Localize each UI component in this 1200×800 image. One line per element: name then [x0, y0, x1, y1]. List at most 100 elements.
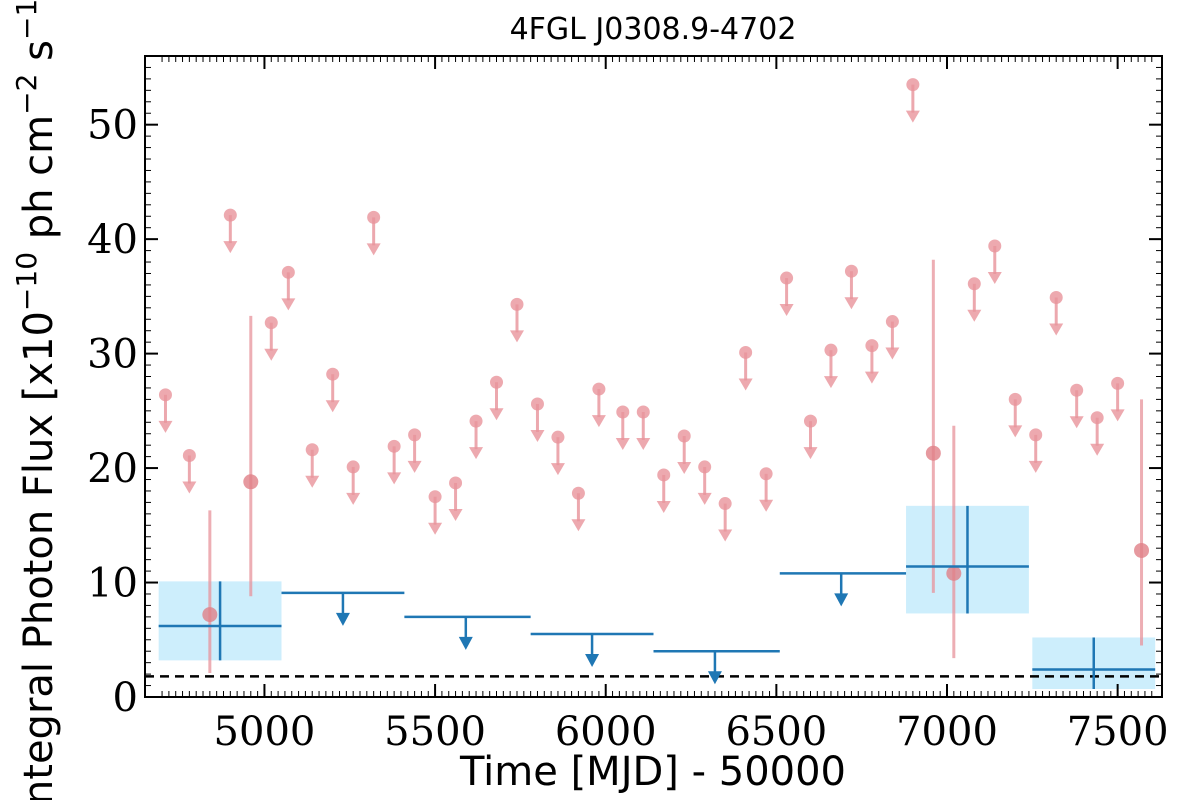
fine-upper-limit-point: [1090, 411, 1104, 425]
fine-upper-limit-point: [885, 315, 899, 329]
fine-upper-limit-arrow: [1028, 460, 1043, 473]
y-axis-label-exponent: −2: [10, 74, 43, 115]
fine-upper-limit-point: [780, 271, 794, 285]
fine-upper-limit-point: [988, 239, 1002, 253]
fine-upper-limit-point: [264, 316, 278, 330]
y-tick-label: 0: [113, 675, 138, 721]
fine-upper-limit-arrow: [718, 529, 733, 542]
y-tick-label: 20: [87, 446, 138, 492]
fine-detection-point: [202, 607, 218, 623]
fine-upper-limit-arrow: [509, 330, 524, 343]
y-axis-label-part: ph cm: [16, 115, 62, 252]
coarse-upper-limit-arrow: [707, 671, 722, 685]
fine-upper-limit-arrow: [823, 376, 838, 389]
fine-upper-limit-arrow: [182, 481, 197, 494]
fine-upper-limit-arrow: [885, 347, 900, 360]
fine-upper-limit-point: [616, 405, 630, 419]
chart-title: 4FGL J0308.9-4702: [510, 12, 797, 47]
fine-upper-limit-point: [571, 486, 585, 500]
y-tick-label: 40: [87, 217, 138, 263]
x-tick-label: 6500: [725, 709, 827, 755]
fine-upper-limit-arrow: [325, 400, 340, 413]
fine-upper-limit-arrow: [677, 462, 692, 475]
fine-upper-limit-point: [1111, 376, 1125, 390]
fine-upper-limit-arrow: [223, 241, 238, 254]
fine-upper-limit-point: [182, 448, 196, 462]
tick-labels: 5000 5500 6000 6500 7000 7500 0 10 20 30 40 50: [87, 103, 1168, 755]
fine-upper-limit-arrow: [489, 408, 504, 421]
fine-upper-limit-point: [367, 210, 381, 224]
fine-upper-limit-point: [408, 428, 422, 442]
fine-upper-limit-arrow: [1008, 425, 1023, 438]
x-tick-label: 6000: [555, 709, 657, 755]
coarse-upper-limit-arrow: [585, 654, 600, 668]
fine-upper-limit-point: [428, 490, 442, 504]
fine-upper-limit-arrow: [550, 463, 565, 476]
fine-upper-limit-arrow: [448, 508, 463, 521]
fine-upper-limit-point: [698, 460, 712, 474]
fine-upper-limit-point: [1070, 383, 1084, 397]
fine-upper-limit-point: [1029, 428, 1043, 442]
fine-upper-limit-point: [305, 443, 319, 457]
fine-upper-limit-point: [158, 388, 172, 402]
fine-detection-point: [243, 474, 259, 490]
fine-upper-limit-point: [346, 460, 360, 474]
fine-upper-limit-arrow: [905, 110, 920, 123]
fine-upper-limit-point: [803, 414, 817, 428]
fine-upper-limit-point: [510, 297, 524, 311]
plot-frame: [144, 55, 1163, 698]
fine-upper-limit-arrow: [387, 472, 402, 485]
fine-upper-limit-point: [223, 208, 237, 222]
fine-upper-limit-arrow: [469, 447, 484, 460]
fine-upper-limit-point: [865, 339, 879, 353]
fine-upper-limit-arrow: [366, 243, 381, 256]
fine-upper-limit-arrow: [305, 475, 320, 488]
fine-upper-limit-arrow: [987, 272, 1002, 285]
y-axis-label-exponent: −10: [10, 252, 43, 311]
fine-upper-limit-point: [739, 345, 753, 359]
fine-upper-limit-point: [657, 468, 671, 482]
coarse-upper-limit-arrow: [458, 636, 473, 650]
fine-upper-limit-point: [326, 367, 340, 381]
y-axis-label: Integral Photon Flux [x10−10 ph cm−2 s−1…: [10, 0, 62, 800]
x-tick-label: 7000: [896, 709, 998, 755]
plot-content: [145, 78, 1162, 689]
fine-upper-limit-point: [449, 476, 463, 490]
y-tick-label: 10: [87, 561, 138, 607]
fine-upper-limit-arrow: [1110, 409, 1125, 422]
coarse-upper-limit-arrow: [335, 612, 350, 626]
fine-upper-limit-arrow: [759, 499, 774, 512]
fine-upper-limit-point: [387, 439, 401, 453]
fine-upper-limit-point: [844, 264, 858, 278]
y-axis-label-part: s: [16, 40, 62, 74]
fine-upper-limit-point: [677, 429, 691, 443]
fine-upper-limit-arrow: [864, 371, 879, 384]
fine-upper-limit-point: [592, 382, 606, 396]
fine-detection-point: [946, 565, 962, 581]
x-axis-label: Time [MJD] - 50000: [459, 749, 846, 795]
y-axis-label-part: Integral Photon Flux [x10: [16, 311, 62, 800]
fine-upper-limit-point: [469, 414, 483, 428]
coarse-upper-limit-arrow: [834, 593, 849, 607]
fine-upper-limit-arrow: [779, 304, 794, 317]
x-tick-label: 5500: [384, 709, 486, 755]
fine-upper-limit-point: [906, 78, 920, 92]
fine-upper-limit-arrow: [803, 447, 818, 460]
fine-upper-limit-arrow: [407, 460, 422, 473]
x-tick-label: 7500: [1067, 709, 1169, 755]
fine-upper-limit-arrow: [591, 415, 606, 428]
fine-upper-limit-arrow: [697, 492, 712, 505]
fine-upper-limit-arrow: [967, 309, 982, 322]
fine-upper-limit-point: [1008, 392, 1022, 406]
fine-upper-limit-point: [281, 265, 295, 279]
fine-upper-limit-point: [530, 397, 544, 411]
fine-upper-limit-arrow: [264, 348, 279, 361]
fine-upper-limit-arrow: [530, 429, 545, 442]
plot-area: [145, 78, 1162, 689]
x-tick-label: 5000: [214, 709, 316, 755]
fine-upper-limit-point: [490, 375, 504, 389]
fine-upper-limit-point: [636, 405, 650, 419]
fine-upper-limit-arrow: [738, 378, 753, 391]
fine-upper-limit-arrow: [636, 437, 651, 450]
